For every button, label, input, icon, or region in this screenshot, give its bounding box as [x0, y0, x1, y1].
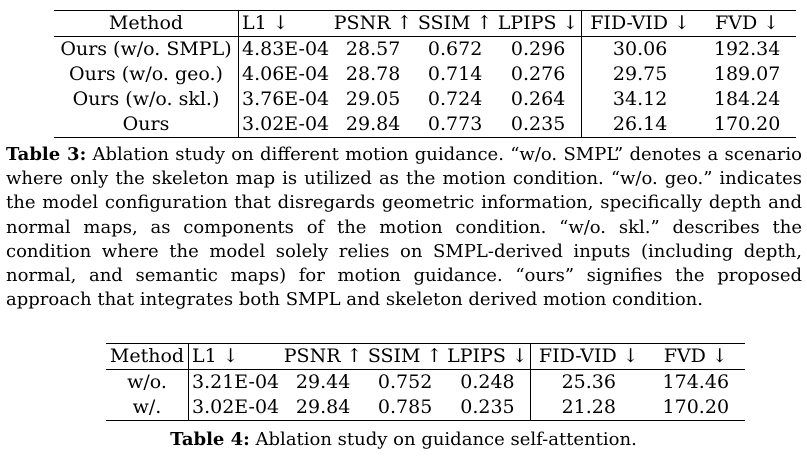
col-header-ssim: SSIM ↑ — [415, 10, 496, 37]
ablation-motion-guidance-table: Method L1 ↓ PSNR ↑ SSIM ↑ LPIPS ↓ FID-VI… — [54, 10, 797, 138]
cell-fvd: 192.34 — [713, 38, 781, 60]
cell-l1: 4.83E-04 — [242, 38, 330, 60]
table-3-caption: Table 3: Ablation study on different mot… — [6, 143, 802, 312]
cell-method: Ours (w/o. skl.) — [54, 87, 239, 112]
cell-lpips: 0.235 — [495, 112, 583, 138]
col-header-ssim: SSIM ↑ — [365, 343, 446, 370]
cell-ssim: 0.714 — [427, 63, 483, 85]
cell-fid-vid: 21.28 — [530, 395, 647, 421]
cell-method: Ours (w/o. geo.) — [54, 62, 239, 87]
cell-psnr: 29.44 — [295, 371, 351, 393]
col-header-l1: L1 ↓ — [238, 10, 332, 37]
table-header-row: Method L1 ↓ PSNR ↑ SSIM ↑ LPIPS ↓ FID-VI… — [106, 343, 745, 370]
cell-lpips: 0.235 — [445, 395, 531, 421]
col-header-fid-vid: FID-VID ↓ — [530, 343, 647, 370]
cell-ssim: 0.672 — [427, 38, 483, 60]
cell-fid-vid: 34.12 — [612, 88, 668, 110]
col-header-lpips: LPIPS ↓ — [445, 343, 531, 370]
cell-fvd: 174.46 — [662, 371, 730, 393]
cell-l1: 4.06E-04 — [242, 63, 330, 85]
col-header-method: Method — [54, 10, 239, 37]
caption-text: Ablation study on different motion guida… — [6, 144, 803, 311]
col-header-method: Method — [106, 343, 189, 370]
table-row: Ours (w/o. SMPL) 4.83E-04 28.57 0.672 0.… — [54, 36, 796, 62]
cell-method: w/o. — [106, 369, 189, 395]
cell-psnr: 28.78 — [345, 63, 401, 85]
cell-ssim: 0.785 — [365, 395, 446, 421]
cell-fid-vid: 29.75 — [612, 63, 668, 85]
caption-label: Table 4: — [170, 429, 250, 450]
cell-l1: 3.21E-04 — [192, 371, 280, 393]
col-header-fvd: FVD ↓ — [646, 343, 745, 370]
caption-text: Ablation study on guidance self-attentio… — [249, 429, 637, 450]
cell-l1: 3.02E-04 — [238, 112, 332, 138]
table-header-row: Method L1 ↓ PSNR ↑ SSIM ↑ LPIPS ↓ FID-VI… — [54, 10, 797, 37]
cell-ssim: 0.724 — [427, 88, 483, 110]
caption-label: Table 3: — [6, 144, 87, 165]
cell-psnr: 28.57 — [345, 38, 401, 60]
cell-ssim: 0.773 — [415, 112, 496, 138]
table-4-caption: Table 4: Ablation study on guidance self… — [0, 428, 807, 452]
col-header-l1: L1 ↓ — [188, 343, 282, 370]
cell-fvd: 184.24 — [713, 88, 781, 110]
cell-lpips: 0.264 — [495, 87, 583, 112]
col-header-psnr: PSNR ↑ — [331, 10, 416, 37]
cell-psnr: 29.05 — [345, 88, 401, 110]
cell-psnr: 29.84 — [281, 395, 366, 421]
cell-method: w/. — [106, 395, 189, 421]
cell-fvd: 170.20 — [698, 112, 797, 138]
col-header-lpips: LPIPS ↓ — [495, 10, 583, 37]
table-row: Ours 3.02E-04 29.84 0.773 0.235 26.14 17… — [54, 112, 797, 138]
cell-method: Ours — [54, 112, 239, 138]
col-header-psnr: PSNR ↑ — [281, 343, 366, 370]
cell-lpips: 0.296 — [495, 36, 583, 62]
cell-fvd: 170.20 — [646, 395, 745, 421]
cell-l1: 3.76E-04 — [242, 88, 330, 110]
col-header-fid-vid: FID-VID ↓ — [581, 10, 699, 37]
cell-ssim: 0.752 — [377, 371, 433, 393]
col-header-fvd: FVD ↓ — [698, 10, 797, 37]
cell-fid-vid: 26.14 — [581, 112, 699, 138]
cell-l1: 3.02E-04 — [188, 395, 282, 421]
table-row: w/o. 3.21E-04 29.44 0.752 0.248 25.36 17… — [106, 369, 745, 395]
cell-psnr: 29.84 — [331, 112, 416, 138]
table-row: w/. 3.02E-04 29.84 0.785 0.235 21.28 170… — [106, 395, 745, 421]
table-row: Ours (w/o. skl.) 3.76E-04 29.05 0.724 0.… — [54, 87, 796, 112]
cell-fid-vid: 25.36 — [561, 371, 616, 393]
cell-fvd: 189.07 — [713, 63, 781, 85]
cell-lpips: 0.276 — [495, 62, 583, 87]
table-row: Ours (w/o. geo.) 4.06E-04 28.78 0.714 0.… — [54, 62, 796, 87]
ablation-self-attention-table: Method L1 ↓ PSNR ↑ SSIM ↑ LPIPS ↓ FID-VI… — [106, 343, 745, 421]
cell-method: Ours (w/o. SMPL) — [54, 36, 239, 62]
cell-fid-vid: 30.06 — [612, 38, 668, 60]
cell-lpips: 0.248 — [445, 369, 531, 395]
